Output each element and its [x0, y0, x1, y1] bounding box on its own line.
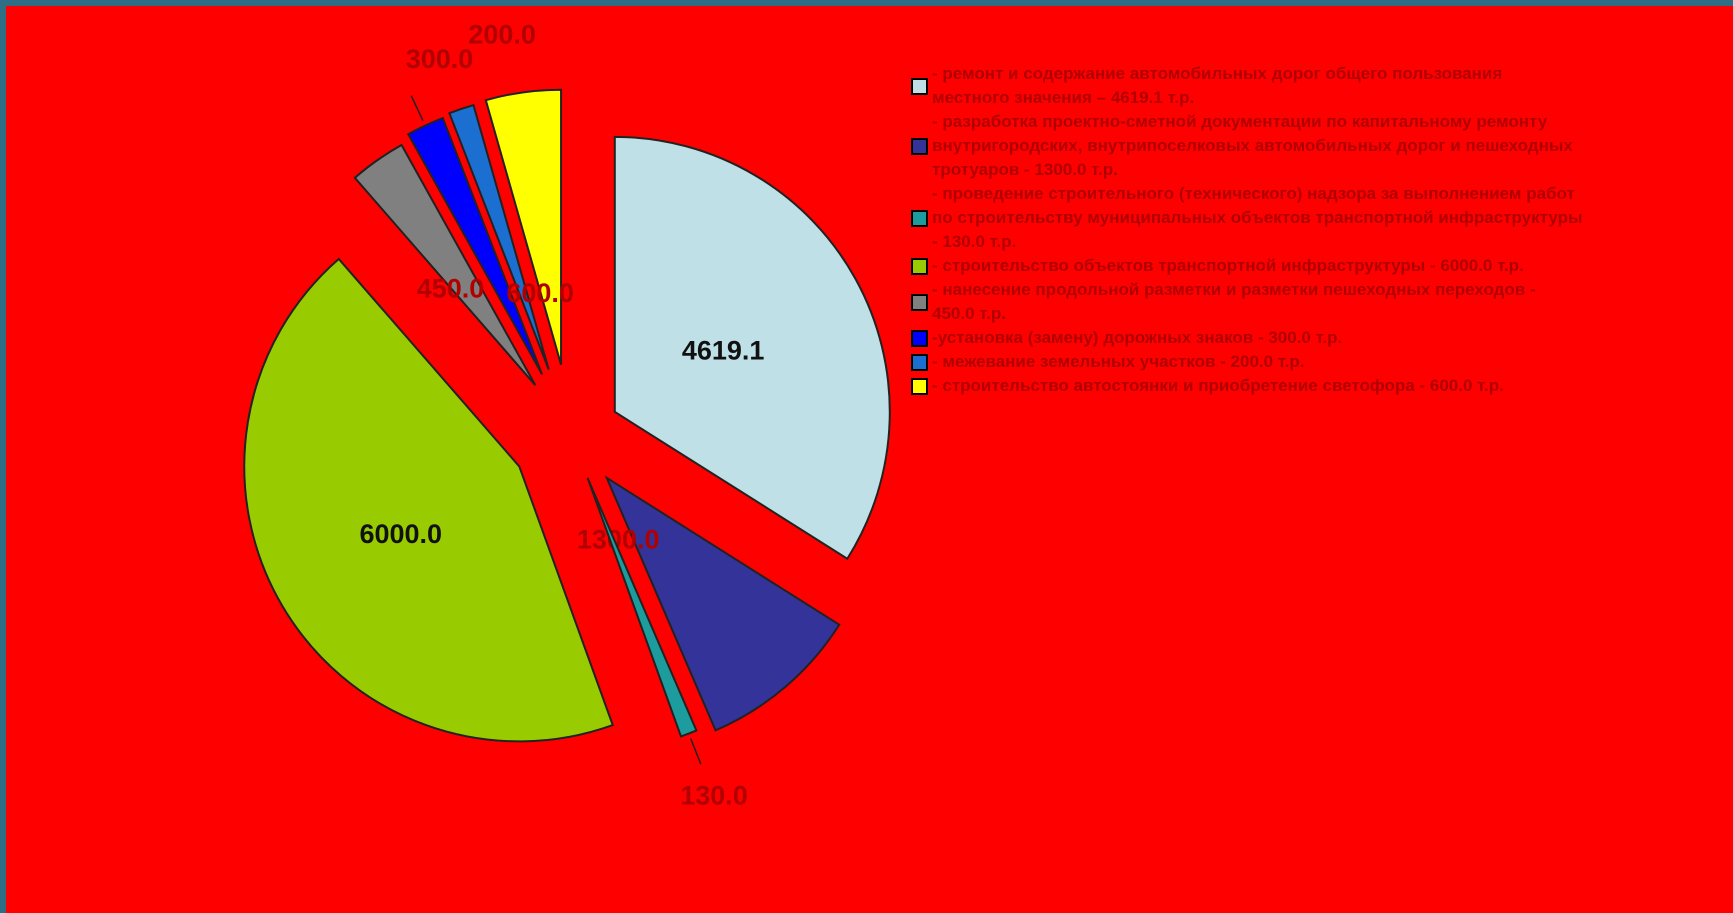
- chart-canvas: 4619.1 1300.0 130.0 6000.0 450.0 300.0 200.0 60…: [6, 6, 1733, 913]
- data-label-3: 130.0: [680, 781, 748, 811]
- legend-item-8: - строительство автостоянки и приобретен…: [911, 374, 1733, 398]
- pie-slice-5: [353, 143, 537, 386]
- pie-slice-4: [243, 257, 615, 743]
- legend-label-5: - нанесение продольной разметки и размет…: [932, 280, 1536, 323]
- data-label-8: 600.0: [506, 278, 574, 308]
- legend-swatch-4: [911, 257, 928, 275]
- leader-line-3: [690, 738, 702, 765]
- legend-item-4: - строительство объектов транспортной ин…: [911, 254, 1733, 278]
- legend-item-3: - проведение строительного (технического…: [911, 182, 1733, 254]
- legend-swatch-3: [911, 209, 928, 227]
- legend-item-5: - нанесение продольной разметки и размет…: [911, 278, 1733, 326]
- legend-swatch-5: [911, 293, 928, 311]
- pie-slice-3: [586, 477, 698, 738]
- legend-label-8: - строительство автостоянки и приобретен…: [932, 376, 1504, 395]
- data-label-7: 200.0: [468, 20, 536, 50]
- data-label-5: 450.0: [417, 273, 485, 303]
- legend-swatch-1: [911, 77, 928, 95]
- leader-line-6: [410, 95, 424, 121]
- legend-swatch-8: [911, 377, 928, 395]
- data-label-4: 6000.0: [359, 519, 442, 549]
- pie-slice-2: [604, 475, 841, 732]
- legend-swatch-7: [911, 353, 928, 371]
- legend-label-1: - ремонт и содержание автомобильных доро…: [932, 64, 1503, 107]
- legend-item-1: - ремонт и содержание автомобильных доро…: [911, 62, 1733, 110]
- data-label-1: 4619.1: [682, 335, 765, 365]
- legend-label-4: - строительство объектов транспортной ин…: [932, 256, 1524, 275]
- legend-label-6: -установка (замену) дорожных знаков - 30…: [932, 328, 1343, 347]
- legend-item-2: - разработка проектно-сметной документац…: [911, 110, 1733, 182]
- legend-item-6: -установка (замену) дорожных знаков - 30…: [911, 326, 1733, 350]
- legend-swatch-6: [911, 329, 928, 347]
- legend: - ремонт и содержание автомобильных доро…: [911, 62, 1733, 398]
- legend-item-7: - межевание земельных участков - 200.0 т…: [911, 350, 1733, 374]
- data-label-6: 300.0: [406, 44, 474, 74]
- pie-slice-7: [448, 103, 550, 370]
- legend-label-7: - межевание земельных участков - 200.0 т…: [932, 352, 1305, 371]
- pie-slice-1: [613, 135, 891, 561]
- legend-swatch-2: [911, 137, 928, 155]
- legend-label-2: - разработка проектно-сметной документац…: [932, 112, 1573, 179]
- pie-slice-6: [406, 116, 544, 375]
- pie-chart: 4619.11300.0130.06000.0450.0300.0200.060…: [243, 20, 891, 811]
- pie-slice-8: [484, 88, 563, 365]
- legend-label-3: - проведение строительного (технического…: [932, 184, 1583, 251]
